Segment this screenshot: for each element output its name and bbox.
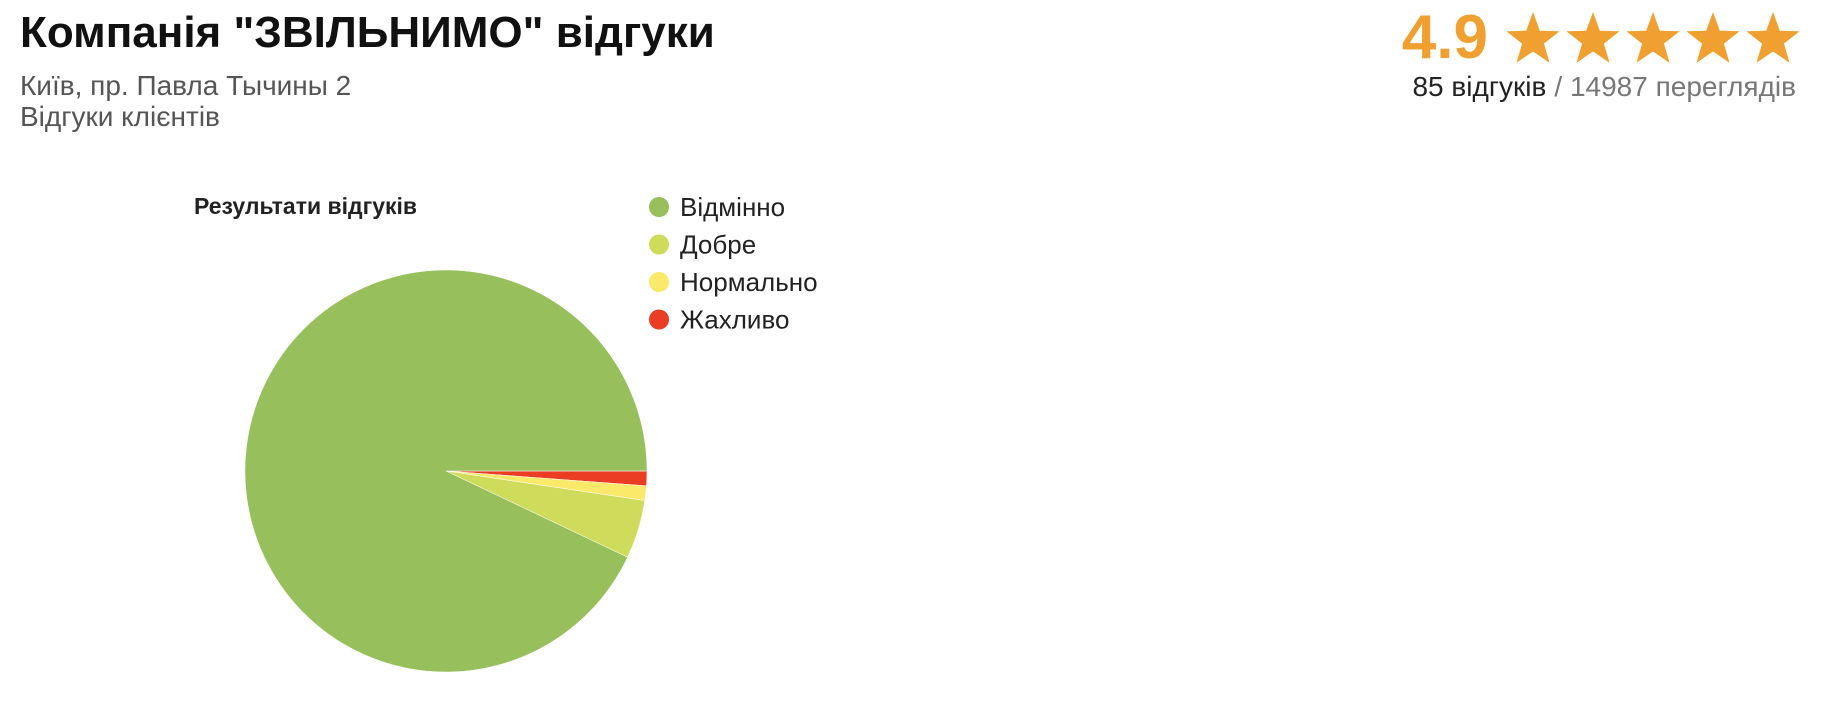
- stars: [1506, 12, 1800, 63]
- stats: 85 відгуків / 14987 переглядів: [1412, 71, 1796, 102]
- legend-label: Відмінно: [680, 192, 785, 222]
- reviews-count[interactable]: 85 відгуків: [1412, 71, 1546, 102]
- legend-label: Жахливо: [680, 305, 789, 335]
- legend-label: Нормально: [680, 267, 818, 297]
- star: [1506, 12, 1560, 63]
- pie-chart: Відмінно Добре Нормально Жахливо: [244, 192, 818, 673]
- legend-label: Добре: [680, 230, 756, 260]
- views-count: / 14987 переглядів: [1554, 71, 1796, 102]
- chart-title: Результати відгуків: [194, 193, 417, 219]
- legend-marker: [649, 309, 669, 330]
- subtitle: Відгуки клієнтів: [20, 101, 220, 132]
- legend-marker: [649, 234, 669, 255]
- star: [1566, 12, 1620, 63]
- star: [1626, 12, 1680, 63]
- star: [1746, 12, 1800, 63]
- address: Київ, пр. Павла Тычины 2: [20, 70, 351, 101]
- legend-marker: [649, 272, 669, 292]
- pie-slice: [244, 269, 648, 673]
- page-title: Компанія "ЗВІЛЬНИМО" відгуки: [20, 8, 715, 57]
- star: [1686, 12, 1740, 63]
- rating: 4.9: [1402, 3, 1488, 72]
- legend-marker: [649, 197, 669, 217]
